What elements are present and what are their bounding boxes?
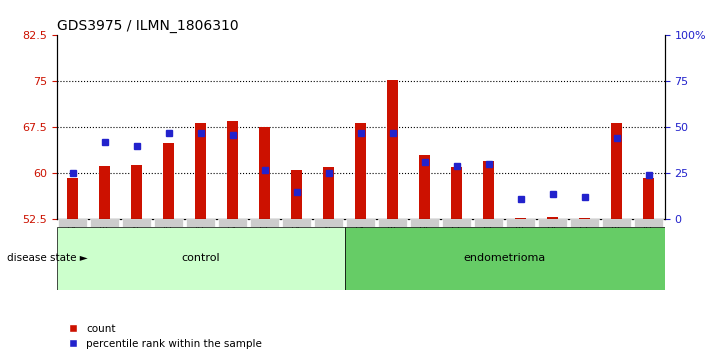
Bar [483,161,494,219]
Text: control: control [181,253,220,263]
Text: disease state ►: disease state ► [7,253,88,263]
Bar [57,35,665,219]
Bar [515,218,526,219]
Text: endometrioma: endometrioma [464,253,546,263]
Bar [164,143,174,219]
FancyBboxPatch shape [57,227,345,290]
Bar [419,155,430,219]
Bar [260,127,270,219]
Bar [324,167,334,219]
FancyBboxPatch shape [410,219,439,227]
Bar [451,167,462,219]
FancyBboxPatch shape [345,227,665,290]
Bar [68,178,78,219]
FancyBboxPatch shape [474,219,503,227]
FancyBboxPatch shape [58,219,87,227]
FancyBboxPatch shape [250,219,279,227]
Bar [356,122,366,219]
Bar [579,218,590,219]
FancyBboxPatch shape [90,219,119,227]
FancyBboxPatch shape [154,219,183,227]
Bar [228,121,238,219]
Bar [100,166,110,219]
FancyBboxPatch shape [314,219,343,227]
Legend: count, percentile rank within the sample: count, percentile rank within the sample [62,324,262,349]
FancyBboxPatch shape [442,219,471,227]
FancyBboxPatch shape [282,219,311,227]
Bar [611,123,622,219]
FancyBboxPatch shape [378,219,407,227]
FancyBboxPatch shape [122,219,151,227]
FancyBboxPatch shape [570,219,599,227]
FancyBboxPatch shape [186,219,215,227]
FancyBboxPatch shape [634,219,663,227]
FancyBboxPatch shape [346,219,375,227]
FancyBboxPatch shape [602,219,631,227]
Bar [196,122,206,219]
FancyBboxPatch shape [506,219,535,227]
Bar [547,217,558,219]
Bar [387,80,398,219]
Bar [292,170,302,219]
FancyBboxPatch shape [538,219,567,227]
FancyBboxPatch shape [218,219,247,227]
Bar [643,178,654,219]
Text: GDS3975 / ILMN_1806310: GDS3975 / ILMN_1806310 [57,19,238,33]
Bar [132,165,142,219]
